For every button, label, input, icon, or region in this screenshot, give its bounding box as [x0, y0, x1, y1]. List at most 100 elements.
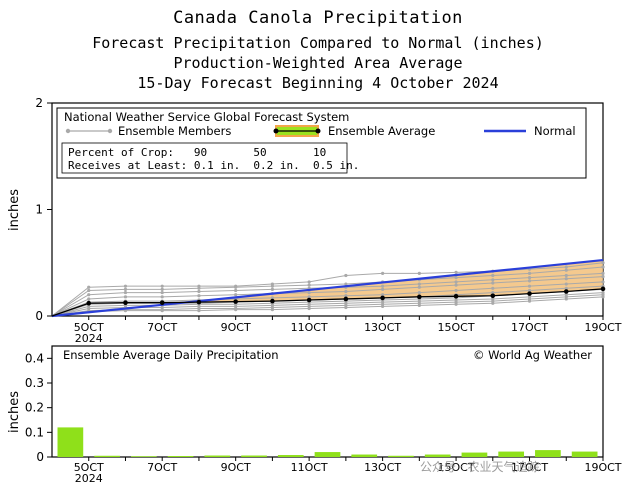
ensemble-member-point	[491, 286, 495, 290]
daily-precip-bar	[571, 451, 598, 457]
chart-subtitle: Forecast Precipitation Compared to Norma…	[92, 34, 544, 52]
daily-precip-bar	[498, 451, 525, 457]
ensemble-member-point	[454, 280, 458, 284]
ensemble-member-point	[270, 287, 274, 291]
ensemble-member-point	[197, 309, 201, 313]
y-tick-label: 0.4	[25, 351, 44, 365]
ensemble-member-point	[197, 294, 201, 298]
daily-precip-bar	[535, 450, 561, 457]
daily-precip-bar	[351, 454, 378, 457]
ensemble-member-point	[601, 274, 605, 279]
daily-precip-bar	[57, 427, 84, 457]
ensemble-average-point	[527, 291, 532, 296]
legend-members-dot	[107, 128, 113, 134]
ensemble-member-point	[270, 296, 274, 300]
ensemble-member-point	[491, 301, 495, 305]
x-tick-label: 13OCT	[364, 461, 401, 474]
ensemble-member-point	[307, 290, 311, 295]
ensemble-member-point	[344, 289, 348, 294]
credit-label: © World Ag Weather	[473, 348, 592, 362]
x-tick-label: 17OCT	[511, 321, 548, 334]
ensemble-member-point	[197, 289, 201, 294]
ensemble-member-point	[307, 295, 311, 299]
ensemble-member-point	[491, 281, 495, 285]
ensemble-member-point	[123, 295, 128, 299]
ensemble-member-point	[270, 308, 274, 312]
ensemble-member-point	[564, 268, 568, 272]
ensemble-member-point	[344, 273, 348, 278]
ensemble-average-point	[123, 300, 128, 305]
ensemble-member-line	[51, 281, 604, 317]
y-tick-label: 0.3	[25, 376, 44, 390]
ensemble-member-point	[381, 284, 385, 288]
ensemble-member-point	[564, 277, 568, 281]
ensemble-average-point	[563, 289, 569, 294]
ensemble-member-point	[381, 304, 385, 309]
ensemble-average-point	[306, 297, 312, 303]
ensemble-member-point	[564, 265, 568, 269]
ensemble-member-point	[344, 282, 348, 286]
ensemble-member-point	[601, 280, 605, 284]
x-year-label: 2024	[75, 472, 103, 485]
y-tick-label: 0	[35, 309, 43, 323]
ensemble-member-point	[87, 285, 91, 289]
ensemble-average-line	[51, 288, 604, 317]
legend-members-dot	[65, 128, 71, 134]
y-tick-label: 0	[36, 450, 44, 464]
daily-precip-bar	[314, 452, 341, 457]
ensemble-member-point	[491, 290, 495, 295]
ensemble-member-point	[87, 297, 91, 301]
ensemble-member-point	[381, 293, 385, 297]
y-tick-label: 0.2	[25, 401, 44, 415]
x-year-label: 2024	[75, 332, 103, 345]
ensemble-member-point	[381, 271, 385, 275]
x-tick-label: 11OCT	[291, 461, 328, 474]
top-y-axis-label: inches	[7, 189, 22, 231]
normal-line	[51, 258, 604, 318]
ensemble-member-point	[160, 284, 164, 288]
ensemble-member-point	[564, 297, 568, 301]
ensemble-member-point	[417, 290, 421, 295]
ensemble-member-point	[527, 299, 532, 303]
ensemble-member-point	[160, 309, 164, 313]
x-tick-label: 17OCT	[511, 461, 548, 474]
ensemble-member-point	[234, 285, 238, 289]
ensemble-member-line	[51, 266, 604, 317]
normal-line-layer	[51, 258, 604, 318]
x-tick-label: 11OCT	[291, 321, 328, 334]
ensemble-member-point	[344, 305, 348, 310]
x-tick-label: 5OCT	[74, 461, 104, 474]
ensemble-member-point	[601, 265, 605, 269]
legend-average-dot	[273, 128, 279, 134]
watermark-text: 公众号 · 农业天气追踪	[420, 460, 540, 474]
x-tick-label: 7OCT	[147, 321, 177, 334]
ensemble-member-point	[270, 284, 274, 288]
ensemble-member-point	[307, 280, 311, 284]
ensemble-average-layer	[51, 286, 606, 317]
x-tick-label: 15OCT	[438, 321, 475, 334]
ensemble-average-point	[159, 300, 165, 305]
ensemble-member-point	[527, 271, 532, 275]
ensemble-member-point	[454, 270, 458, 274]
ensemble-member-line	[51, 294, 604, 317]
ensemble-member-point	[417, 282, 421, 286]
ensemble-member-point	[87, 293, 91, 297]
ensemble-average-point	[196, 299, 202, 305]
ensemble-member-point	[160, 287, 164, 291]
ensemble-member-point	[564, 282, 568, 286]
x-tick-label: 9OCT	[221, 461, 251, 474]
daily-precip-bar	[204, 455, 231, 457]
bottom-panel: Ensemble Average Daily Precipitation © W…	[7, 345, 622, 485]
y-tick-label: 2	[35, 96, 43, 110]
x-tick-label: 19OCT	[584, 461, 621, 474]
top-panel: 0 1 2 5OCT 7OCT 9OCT 11OCT 13OCT 15OCT 17OCT 19OC…	[7, 96, 622, 345]
ensemble-average-point	[86, 300, 92, 306]
ensemble-member-point	[417, 303, 421, 307]
top-x-axis: 5OCT 7OCT 9OCT 11OCT 13OCT 15OCT 17OCT 19OCT 202…	[74, 316, 622, 345]
ensemble-member-point	[234, 288, 238, 293]
ensemble-average-point	[600, 286, 606, 292]
ensemble-member-point	[417, 271, 421, 275]
ensemble-member-point	[527, 279, 532, 283]
ensemble-member-point	[454, 283, 458, 287]
